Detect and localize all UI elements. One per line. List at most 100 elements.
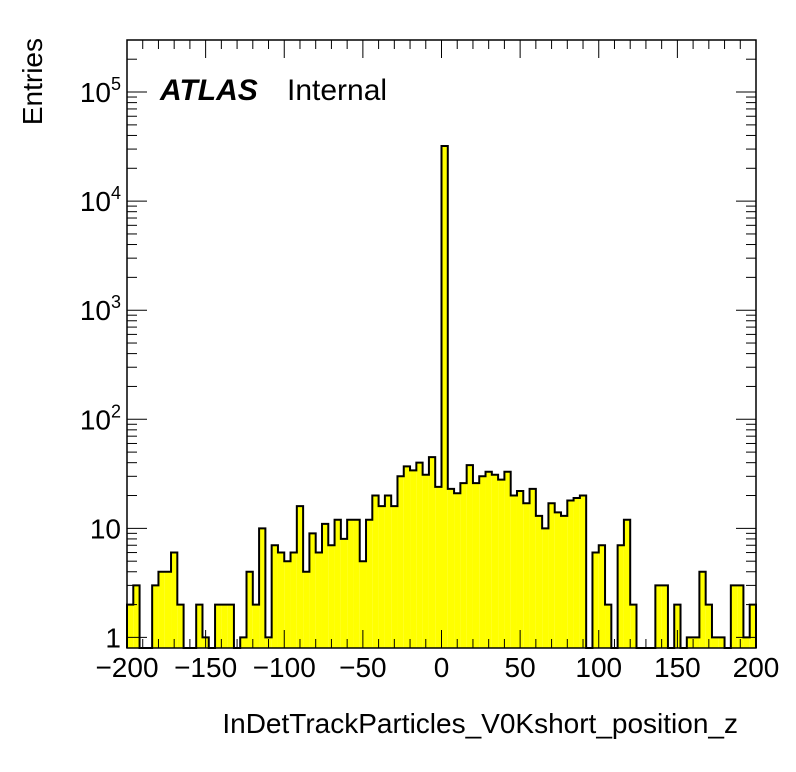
histogram-bar [554, 512, 562, 648]
histogram-bar [749, 604, 756, 648]
histogram-bar [277, 552, 285, 648]
plot-frame [126, 39, 757, 649]
histogram-bar [240, 637, 247, 648]
histogram-bar [711, 637, 719, 648]
internal-label: Internal [287, 74, 387, 107]
bars-layer [127, 146, 756, 648]
histogram-bar [460, 483, 467, 648]
histogram-bar [693, 637, 700, 648]
histogram-bar [397, 476, 404, 648]
histogram-bar [516, 491, 524, 648]
histogram-bar [441, 146, 448, 648]
histogram-bar [328, 545, 335, 648]
histogram-bar [630, 604, 637, 648]
histogram-bar [259, 528, 266, 648]
histogram-bar [567, 500, 574, 648]
histogram-bar [674, 604, 681, 648]
histogram-bar [372, 495, 379, 648]
histogram-bar [655, 585, 662, 648]
histogram-bar [422, 474, 429, 648]
x-tick-label: −100 [253, 652, 316, 683]
tick-marks [126, 39, 757, 648]
x-tick-label: 100 [575, 652, 622, 683]
histogram-bar [705, 604, 712, 648]
histogram-bar [164, 571, 172, 648]
histogram-bar [384, 495, 392, 648]
x-tick-label: −50 [339, 652, 387, 683]
y-tick-label: 105 [80, 74, 121, 108]
histogram-bar [542, 528, 549, 648]
histogram-bar [227, 604, 234, 648]
histogram-bar [171, 552, 178, 648]
histogram-bar [296, 506, 304, 648]
histogram-bar [730, 585, 738, 648]
atlas-label: ATLAS [159, 74, 258, 107]
histogram-bar [177, 604, 184, 648]
histogram-bar [466, 465, 473, 648]
y-tick-label: 102 [80, 401, 121, 435]
histogram-bar [623, 519, 631, 648]
histogram-bar [309, 533, 316, 648]
histogram-bar [403, 466, 411, 648]
histogram-bar [410, 470, 417, 648]
histogram-bar [221, 604, 228, 648]
y-tick-label: 1 [105, 622, 121, 653]
histogram-bar [548, 503, 555, 648]
histogram-bar [366, 519, 373, 648]
histogram-bar [699, 571, 706, 648]
y-tick-labels: 1 10 102 103 104 105 [80, 74, 121, 653]
x-tick-label: 150 [654, 652, 701, 683]
histogram-bar [598, 545, 606, 648]
histogram-bar [196, 604, 203, 648]
y-axis-title: Entries [17, 38, 48, 125]
histogram-bar [290, 552, 297, 648]
histogram-bar [303, 571, 310, 648]
histogram-bar [158, 571, 165, 648]
histogram-bar [686, 637, 694, 648]
histogram-bar [479, 476, 486, 648]
histogram-bar [661, 585, 668, 648]
histogram-bar [391, 506, 398, 648]
histogram-bar [378, 506, 385, 648]
histogram-bar [561, 515, 568, 648]
x-axis-title: InDetTrackParticles_V0Kshort_position_z [222, 708, 738, 739]
histogram-bar [347, 519, 354, 648]
histogram-bar [435, 486, 442, 648]
x-tick-label: 50 [505, 652, 536, 683]
histogram-bar [592, 552, 599, 648]
histogram-bar [529, 488, 536, 648]
histogram-bar [246, 571, 253, 648]
histogram-bar [321, 523, 329, 648]
x-tick-label: −150 [174, 652, 237, 683]
histogram-bar [718, 637, 725, 648]
y-tick-label: 104 [80, 183, 121, 217]
histogram-bar [573, 497, 580, 648]
histogram-bar [454, 493, 461, 648]
histogram-bar [133, 585, 140, 648]
histogram-bar [504, 471, 511, 648]
histogram-bar [353, 519, 360, 648]
histogram-bar [127, 604, 134, 648]
histogram-bar [472, 483, 480, 648]
histogram-bar [284, 561, 291, 648]
histogram-bar [491, 474, 499, 648]
histogram-bar [743, 637, 750, 648]
y-tick-label: 10 [90, 513, 121, 544]
histogram-bar [617, 545, 624, 648]
histogram-bar [334, 519, 341, 648]
histogram-bar [252, 604, 260, 648]
histogram-bar [428, 457, 436, 648]
x-tick-label: −200 [95, 652, 158, 683]
histogram-bar [579, 495, 587, 648]
histogram-bar [498, 479, 505, 648]
histogram-bar [605, 604, 612, 648]
histogram-bar [447, 488, 455, 648]
histogram-bar [340, 538, 348, 648]
x-tick-labels: −200 −150 −100 −50 0 50 100 150 200 [95, 652, 779, 683]
histogram-bar [215, 604, 222, 648]
x-tick-label: 200 [733, 652, 780, 683]
histogram-bar [271, 545, 278, 648]
histogram-bar [535, 515, 543, 648]
histogram-bar [485, 471, 492, 648]
